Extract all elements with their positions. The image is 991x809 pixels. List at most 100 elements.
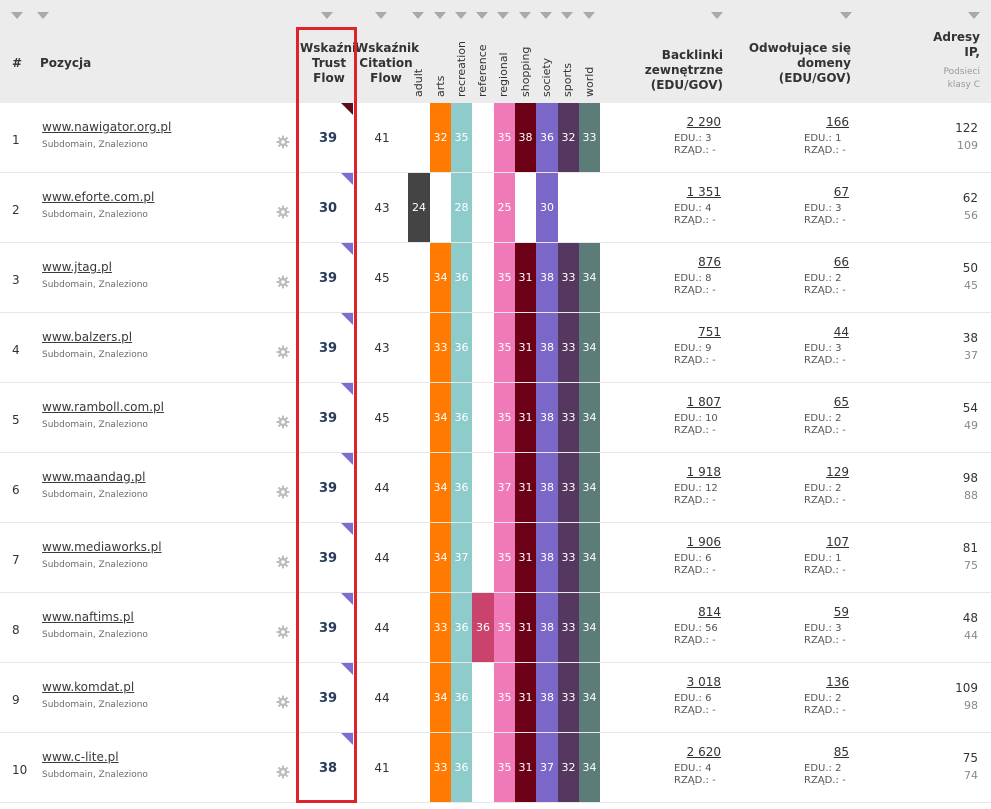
sort-arrow-icon[interactable] bbox=[455, 12, 467, 19]
site-link[interactable]: www.jtag.pl bbox=[42, 260, 112, 274]
ip-count: 122 bbox=[955, 121, 978, 135]
backlinks-value[interactable]: 2 620 bbox=[686, 745, 721, 759]
site-link[interactable]: www.komdat.pl bbox=[42, 680, 135, 694]
gear-icon[interactable] bbox=[276, 274, 290, 289]
domains-value[interactable]: 44 bbox=[833, 325, 849, 339]
category-regional-cell: 35 bbox=[494, 523, 515, 593]
header-ip[interactable]: Adresy IP, bbox=[933, 30, 980, 59]
header-category-regional[interactable]: regional bbox=[497, 52, 510, 97]
sort-arrow-icon[interactable] bbox=[412, 12, 424, 19]
backlinks-value[interactable]: 1 906 bbox=[686, 535, 721, 549]
gear-icon[interactable] bbox=[276, 414, 290, 429]
sort-arrow-icon[interactable] bbox=[583, 12, 595, 19]
backlinks-value[interactable]: 876 bbox=[698, 255, 721, 269]
sort-arrow-icon[interactable] bbox=[519, 12, 531, 19]
citation-flow-value: 41 bbox=[374, 761, 390, 775]
header-category-arts[interactable]: arts bbox=[434, 75, 447, 97]
gear-icon[interactable] bbox=[276, 134, 290, 149]
backlinks-gov: RZĄD.: - bbox=[674, 635, 716, 646]
site-link[interactable]: www.mediaworks.pl bbox=[42, 540, 162, 554]
header-backlinks[interactable]: Backlinki zewnętrzne (EDU/GOV) bbox=[644, 48, 723, 92]
header-category-world[interactable]: world bbox=[583, 66, 596, 97]
domains-gov: RZĄD.: - bbox=[804, 355, 846, 366]
corner-flag-icon bbox=[341, 173, 353, 185]
site-link[interactable]: www.balzers.pl bbox=[42, 330, 133, 344]
domains-value[interactable]: 65 bbox=[833, 395, 849, 409]
corner-flag-icon bbox=[341, 243, 353, 255]
category-sports-cell: 33 bbox=[558, 593, 579, 663]
site-link[interactable]: www.nawigator.org.pl bbox=[42, 120, 172, 134]
category-world-cell: 34 bbox=[579, 523, 600, 593]
backlinks-value[interactable]: 751 bbox=[698, 325, 721, 339]
sort-arrow-icon[interactable] bbox=[840, 12, 852, 19]
domains-value[interactable]: 136 bbox=[826, 675, 849, 689]
gear-icon[interactable] bbox=[276, 694, 290, 709]
site-link[interactable]: www.c-lite.pl bbox=[42, 750, 119, 764]
sort-arrow-icon[interactable] bbox=[11, 12, 23, 19]
sort-arrow-icon[interactable] bbox=[476, 12, 488, 19]
header-trust-flow[interactable]: Wskaźnik Trust Flow bbox=[300, 41, 358, 85]
domains-value[interactable]: 166 bbox=[826, 115, 849, 129]
category-society-cell: 38 bbox=[536, 453, 558, 523]
gear-icon[interactable] bbox=[276, 554, 290, 569]
backlinks-value[interactable]: 2 290 bbox=[686, 115, 721, 129]
site-link[interactable]: www.naftims.pl bbox=[42, 610, 134, 624]
corner-flag-icon bbox=[341, 103, 353, 115]
sort-arrow-icon[interactable] bbox=[968, 12, 980, 19]
table-row: 4 www.balzers.pl Subdomain, Znaleziono 39 43… bbox=[0, 313, 991, 383]
backlinks-value[interactable]: 1 807 bbox=[686, 395, 721, 409]
sort-arrow-icon[interactable] bbox=[497, 12, 509, 19]
category-regional-cell: 35 bbox=[494, 313, 515, 383]
backlinks-edu: EDU.: 12 bbox=[674, 483, 718, 494]
trust-flow-value: 30 bbox=[318, 201, 338, 216]
backlinks-value[interactable]: 3 018 bbox=[686, 675, 721, 689]
header-category-shopping[interactable]: shopping bbox=[519, 46, 532, 97]
header-category-society[interactable]: society bbox=[540, 57, 553, 97]
sort-arrow-icon[interactable] bbox=[711, 12, 723, 19]
sort-arrow-icon[interactable] bbox=[434, 12, 446, 19]
sort-arrow-icon[interactable] bbox=[375, 12, 387, 19]
gear-icon[interactable] bbox=[276, 484, 290, 499]
sort-arrow-icon[interactable] bbox=[37, 12, 49, 19]
header-domains[interactable]: Odwołujące się domeny (EDU/GOV) bbox=[748, 41, 851, 85]
backlinks-value[interactable]: 1 918 bbox=[686, 465, 721, 479]
domains-gov: RZĄD.: - bbox=[804, 215, 846, 226]
site-link[interactable]: www.maandag.pl bbox=[42, 470, 146, 484]
sort-arrow-icon[interactable] bbox=[561, 12, 573, 19]
table-row: 2 www.eforte.com.pl Subdomain, Znaleziono 3… bbox=[0, 173, 991, 243]
domains-value[interactable]: 129 bbox=[826, 465, 849, 479]
header-category-adult[interactable]: adult bbox=[412, 68, 425, 97]
header-category-recreation[interactable]: recreation bbox=[455, 41, 468, 97]
gear-icon[interactable] bbox=[276, 624, 290, 639]
table-row: 5 www.ramboll.com.pl Subdomain, Znaleziono… bbox=[0, 383, 991, 453]
ip-count: 48 bbox=[962, 611, 978, 625]
site-subtitle: Subdomain, Znaleziono bbox=[42, 350, 148, 360]
header-citation-flow[interactable]: Wskaźnik Citation Flow bbox=[355, 41, 420, 85]
header-ip-subnets: Podsieci klasy C bbox=[943, 67, 980, 90]
corner-flag-icon bbox=[341, 663, 353, 675]
gear-icon[interactable] bbox=[276, 344, 290, 359]
domains-value[interactable]: 85 bbox=[833, 745, 849, 759]
trust-flow-value: 38 bbox=[318, 761, 338, 776]
site-link[interactable]: www.eforte.com.pl bbox=[42, 190, 155, 204]
header-category-sports[interactable]: sports bbox=[561, 62, 574, 97]
sort-arrow-icon[interactable] bbox=[321, 12, 333, 19]
domains-value[interactable]: 67 bbox=[833, 185, 849, 199]
domains-value[interactable]: 107 bbox=[826, 535, 849, 549]
sort-arrow-icon[interactable] bbox=[540, 12, 552, 19]
backlinks-value[interactable]: 814 bbox=[698, 605, 721, 619]
site-link[interactable]: www.ramboll.com.pl bbox=[42, 400, 164, 414]
site-subtitle: Subdomain, Znaleziono bbox=[42, 420, 148, 430]
category-recreation-cell: 36 bbox=[451, 383, 472, 453]
header-category-reference[interactable]: reference bbox=[476, 44, 489, 97]
backlinks-value[interactable]: 1 351 bbox=[686, 185, 721, 199]
domains-value[interactable]: 66 bbox=[833, 255, 849, 269]
gear-icon[interactable] bbox=[276, 204, 290, 219]
category-shopping-cell: 31 bbox=[515, 733, 536, 803]
category-society-cell: 38 bbox=[536, 593, 558, 663]
table-row: 8 www.naftims.pl Subdomain, Znaleziono 39 44… bbox=[0, 593, 991, 663]
trust-flow-highlight-box bbox=[296, 27, 357, 803]
domains-value[interactable]: 59 bbox=[833, 605, 849, 619]
header-pozycja[interactable]: Pozycja bbox=[40, 56, 92, 70]
gear-icon[interactable] bbox=[276, 764, 290, 779]
